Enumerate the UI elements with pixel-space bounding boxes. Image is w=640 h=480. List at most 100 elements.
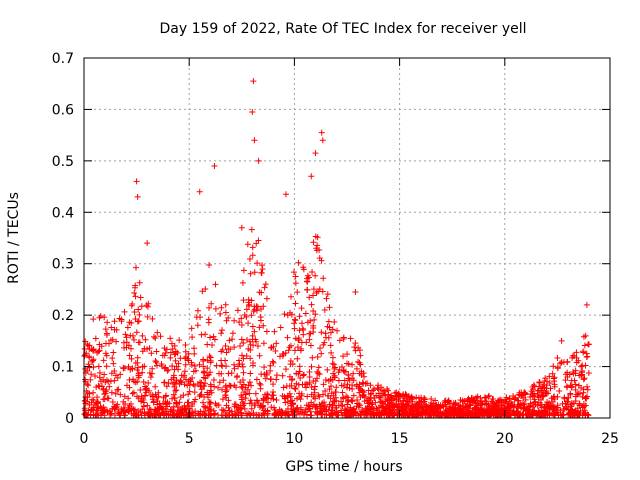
data-point (485, 393, 492, 400)
data-point (400, 391, 407, 398)
data-point (292, 280, 299, 287)
data-point (130, 389, 137, 396)
data-point (434, 409, 441, 416)
data-point (146, 387, 153, 394)
data-point (153, 359, 160, 366)
data-point (84, 367, 91, 374)
data-point (137, 408, 144, 415)
data-point (218, 304, 225, 311)
data-point (276, 353, 283, 360)
data-point (505, 412, 512, 419)
data-point (239, 279, 246, 286)
data-point (149, 365, 156, 372)
data-point (200, 408, 207, 415)
data-point (573, 359, 580, 366)
data-point (369, 387, 376, 394)
data-point (200, 358, 207, 365)
data-point (128, 302, 135, 309)
data-point (385, 412, 392, 419)
data-point (123, 344, 130, 351)
data-point (281, 311, 288, 318)
data-point (329, 409, 336, 416)
data-point (312, 150, 319, 157)
data-point (304, 393, 311, 400)
data-point (112, 412, 119, 419)
data-point (246, 400, 253, 407)
data-point (305, 274, 312, 281)
data-point (246, 255, 253, 262)
data-point (301, 412, 308, 419)
data-point (585, 341, 592, 348)
data-point (349, 375, 356, 382)
data-point (273, 372, 280, 379)
data-point (326, 304, 333, 311)
data-point (131, 290, 138, 297)
data-point (169, 363, 176, 370)
data-point (314, 411, 321, 418)
data-point (549, 398, 556, 405)
data-point (503, 405, 510, 412)
data-point (292, 407, 299, 414)
data-point (364, 400, 371, 407)
data-point (209, 341, 216, 348)
data-point (306, 374, 313, 381)
data-point (134, 359, 141, 366)
data-point (530, 382, 537, 389)
data-point (470, 399, 477, 406)
data-point (452, 405, 459, 412)
data-point (296, 327, 303, 334)
data-point (538, 389, 545, 396)
data-point (108, 324, 115, 331)
data-point (184, 355, 191, 362)
data-point (238, 412, 245, 419)
data-point (102, 390, 109, 397)
data-point (167, 406, 174, 413)
data-point (328, 390, 335, 397)
data-point (204, 372, 211, 379)
data-point (302, 310, 309, 317)
data-point (123, 339, 130, 346)
data-point (155, 393, 162, 400)
data-point (546, 373, 553, 380)
data-point (508, 402, 515, 409)
data-point (460, 398, 467, 405)
data-point (116, 315, 123, 322)
data-point (467, 402, 474, 409)
data-point (117, 371, 124, 378)
data-point (282, 399, 289, 406)
data-point (318, 329, 325, 336)
data-point (506, 395, 513, 402)
data-point (321, 399, 328, 406)
data-point (113, 326, 120, 333)
data-point (178, 412, 185, 419)
data-point (140, 379, 147, 386)
data-point (164, 399, 171, 406)
data-point (294, 289, 301, 296)
data-point (356, 347, 363, 354)
data-point (360, 370, 367, 377)
x-tick-label: 10 (285, 431, 303, 447)
data-point (267, 362, 274, 369)
data-point (348, 397, 355, 404)
data-point (207, 399, 214, 406)
data-point (542, 375, 549, 382)
data-point (565, 409, 572, 416)
data-point (211, 163, 218, 169)
data-point (291, 325, 298, 332)
data-point (250, 308, 257, 315)
data-point (210, 333, 217, 340)
data-point (145, 300, 152, 307)
x-tick-label: 5 (185, 431, 194, 447)
data-point (217, 310, 224, 317)
data-point (322, 388, 329, 395)
data-point (486, 392, 493, 399)
data-point (136, 311, 143, 318)
data-point (551, 383, 558, 390)
data-point (198, 391, 205, 398)
data-point (212, 305, 219, 312)
data-point (543, 378, 550, 385)
data-point (487, 411, 494, 418)
data-point (576, 372, 583, 379)
data-point (329, 326, 336, 333)
data-point (104, 395, 111, 402)
